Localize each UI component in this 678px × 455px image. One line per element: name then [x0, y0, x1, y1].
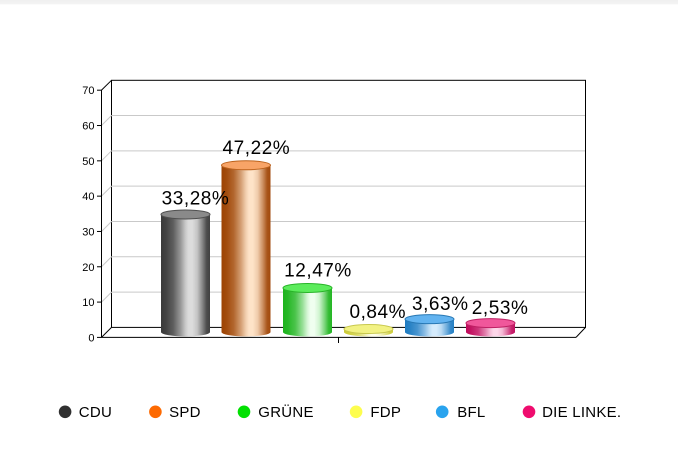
- svg-text:CDU: CDU: [79, 404, 112, 421]
- svg-text:33,28%: 33,28%: [162, 189, 230, 210]
- svg-text:0: 0: [88, 332, 94, 344]
- svg-text:SPD: SPD: [169, 404, 201, 421]
- svg-text:30: 30: [82, 226, 94, 238]
- svg-text:70: 70: [82, 85, 94, 97]
- svg-text:DIE LINKE.: DIE LINKE.: [542, 404, 621, 421]
- svg-text:50: 50: [82, 156, 94, 168]
- svg-text:40: 40: [82, 191, 94, 203]
- svg-text:47,22%: 47,22%: [223, 138, 291, 159]
- svg-text:20: 20: [82, 262, 94, 274]
- svg-text:3,63%: 3,63%: [412, 294, 469, 315]
- svg-text:0,84%: 0,84%: [349, 302, 406, 323]
- svg-text:10: 10: [82, 297, 94, 309]
- svg-text:60: 60: [82, 121, 94, 133]
- svg-text:2,53%: 2,53%: [472, 298, 529, 319]
- svg-text:GRÜNE: GRÜNE: [258, 403, 313, 421]
- svg-text:BFL: BFL: [457, 404, 485, 421]
- svg-text:12,47%: 12,47%: [284, 260, 352, 281]
- svg-text:FDP: FDP: [370, 404, 401, 421]
